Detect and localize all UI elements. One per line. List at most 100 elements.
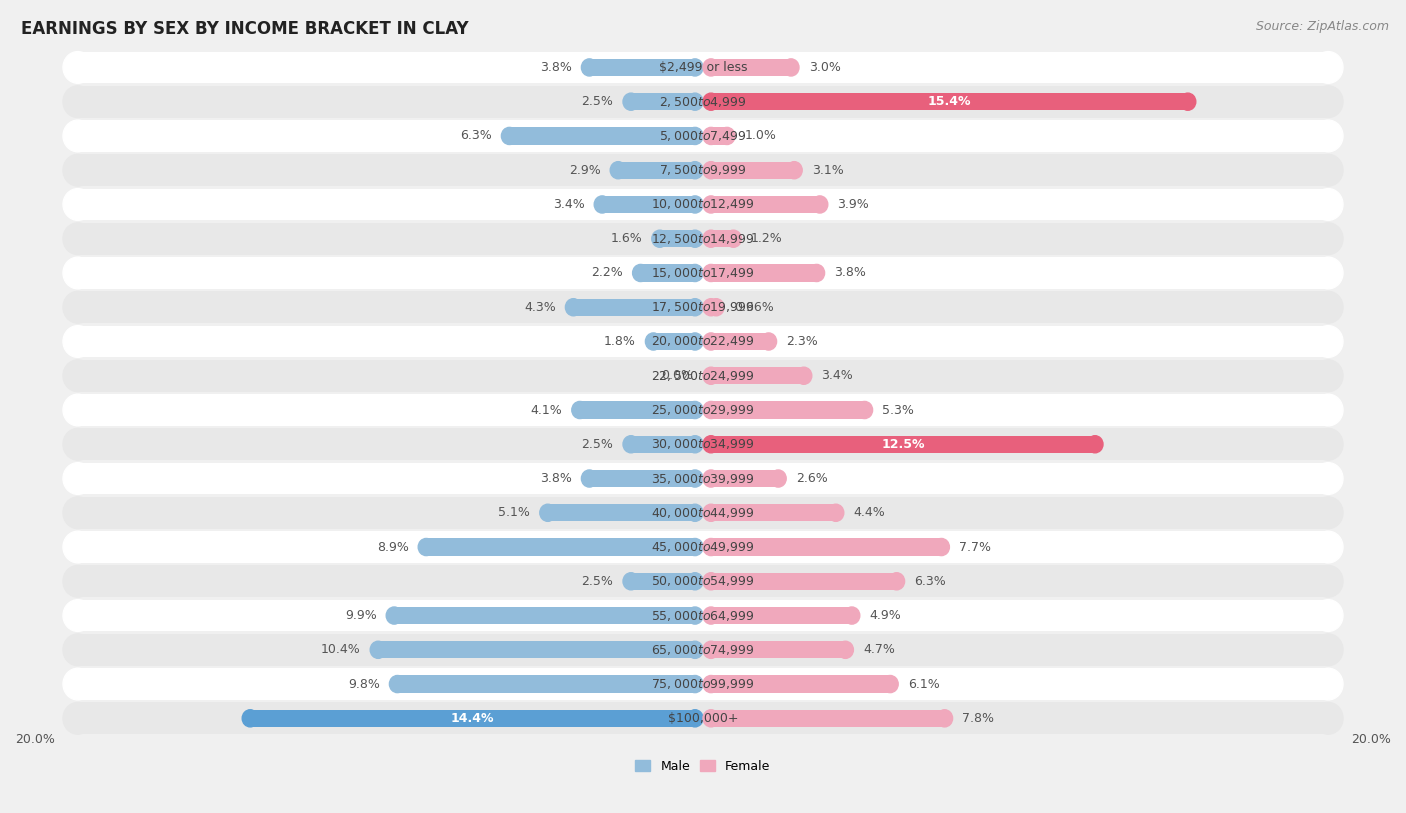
Circle shape: [565, 298, 582, 315]
Text: 9.9%: 9.9%: [344, 609, 377, 622]
Circle shape: [1313, 702, 1343, 734]
Text: 15.4%: 15.4%: [928, 95, 972, 108]
Bar: [711, 128, 727, 145]
Text: 2.9%: 2.9%: [569, 163, 600, 176]
Circle shape: [1313, 428, 1343, 460]
Text: $40,000 to $44,999: $40,000 to $44,999: [651, 506, 755, 520]
Bar: [77, 326, 1329, 358]
Bar: [619, 162, 695, 179]
Circle shape: [633, 264, 648, 281]
Bar: [394, 607, 695, 624]
Circle shape: [1313, 223, 1343, 254]
Text: $75,000 to $99,999: $75,000 to $99,999: [651, 677, 755, 691]
Bar: [77, 394, 1329, 426]
Text: $20,000 to $22,499: $20,000 to $22,499: [651, 334, 755, 349]
Text: 9.8%: 9.8%: [347, 677, 380, 690]
Circle shape: [889, 572, 904, 590]
Circle shape: [703, 196, 718, 213]
Text: $17,500 to $19,999: $17,500 to $19,999: [651, 300, 755, 315]
Text: 3.4%: 3.4%: [821, 369, 853, 382]
Text: $15,000 to $17,499: $15,000 to $17,499: [651, 266, 755, 280]
Circle shape: [63, 394, 93, 426]
Circle shape: [844, 607, 860, 624]
Circle shape: [1313, 497, 1343, 528]
Circle shape: [63, 566, 93, 597]
Circle shape: [703, 230, 718, 247]
Bar: [398, 676, 695, 693]
Circle shape: [389, 676, 405, 693]
Text: 0.66%: 0.66%: [734, 301, 773, 314]
Text: 4.7%: 4.7%: [863, 643, 894, 656]
Text: 6.1%: 6.1%: [908, 677, 939, 690]
Bar: [77, 120, 1329, 152]
Circle shape: [688, 93, 703, 111]
Circle shape: [63, 154, 93, 186]
Text: 8.9%: 8.9%: [377, 541, 409, 554]
Circle shape: [572, 402, 588, 419]
Bar: [711, 641, 845, 659]
Text: 4.1%: 4.1%: [530, 403, 562, 416]
Circle shape: [63, 326, 93, 358]
Text: $5,000 to $7,499: $5,000 to $7,499: [659, 129, 747, 143]
Bar: [77, 668, 1329, 700]
Circle shape: [838, 641, 853, 659]
Circle shape: [418, 538, 434, 555]
Circle shape: [1313, 600, 1343, 632]
Bar: [711, 436, 1095, 453]
Circle shape: [1313, 634, 1343, 666]
Circle shape: [703, 641, 718, 659]
Circle shape: [1313, 326, 1343, 358]
Text: 3.9%: 3.9%: [838, 198, 869, 211]
Circle shape: [63, 223, 93, 254]
Circle shape: [242, 710, 259, 727]
Text: $2,500 to $4,999: $2,500 to $4,999: [659, 94, 747, 109]
Circle shape: [63, 51, 93, 83]
Circle shape: [623, 572, 638, 590]
Circle shape: [1313, 463, 1343, 494]
Circle shape: [688, 402, 703, 419]
Circle shape: [688, 230, 703, 247]
Circle shape: [688, 128, 703, 145]
Text: $45,000 to $49,999: $45,000 to $49,999: [651, 540, 755, 554]
Circle shape: [703, 264, 718, 281]
Text: 10.4%: 10.4%: [321, 643, 360, 656]
Circle shape: [786, 162, 803, 179]
Bar: [631, 436, 695, 453]
Bar: [77, 189, 1329, 220]
Circle shape: [63, 86, 93, 118]
Circle shape: [63, 634, 93, 666]
Circle shape: [688, 710, 703, 727]
Text: EARNINGS BY SEX BY INCOME BRACKET IN CLAY: EARNINGS BY SEX BY INCOME BRACKET IN CLA…: [21, 20, 468, 38]
Bar: [654, 333, 695, 350]
Circle shape: [1313, 566, 1343, 597]
Bar: [378, 641, 695, 659]
Circle shape: [936, 710, 953, 727]
Bar: [641, 264, 695, 281]
Circle shape: [703, 710, 718, 727]
Circle shape: [63, 428, 93, 460]
Circle shape: [63, 668, 93, 700]
Circle shape: [688, 162, 703, 179]
Text: $10,000 to $12,499: $10,000 to $12,499: [651, 198, 755, 211]
Text: 3.4%: 3.4%: [553, 198, 585, 211]
Text: 0.0%: 0.0%: [661, 369, 693, 382]
Text: 1.6%: 1.6%: [610, 233, 643, 246]
Text: $65,000 to $74,999: $65,000 to $74,999: [651, 643, 755, 657]
Text: 2.6%: 2.6%: [796, 472, 828, 485]
Text: 2.3%: 2.3%: [786, 335, 818, 348]
Circle shape: [688, 298, 703, 315]
Circle shape: [703, 607, 718, 624]
Bar: [711, 607, 852, 624]
Bar: [250, 710, 695, 727]
Text: $30,000 to $34,999: $30,000 to $34,999: [651, 437, 755, 451]
Bar: [77, 360, 1329, 392]
Circle shape: [808, 264, 824, 281]
Circle shape: [703, 470, 718, 487]
Circle shape: [63, 257, 93, 289]
Text: 20.0%: 20.0%: [1351, 733, 1391, 746]
Text: 3.0%: 3.0%: [808, 61, 841, 74]
Bar: [77, 51, 1329, 83]
Circle shape: [688, 196, 703, 213]
Bar: [574, 298, 695, 315]
Circle shape: [703, 333, 718, 350]
